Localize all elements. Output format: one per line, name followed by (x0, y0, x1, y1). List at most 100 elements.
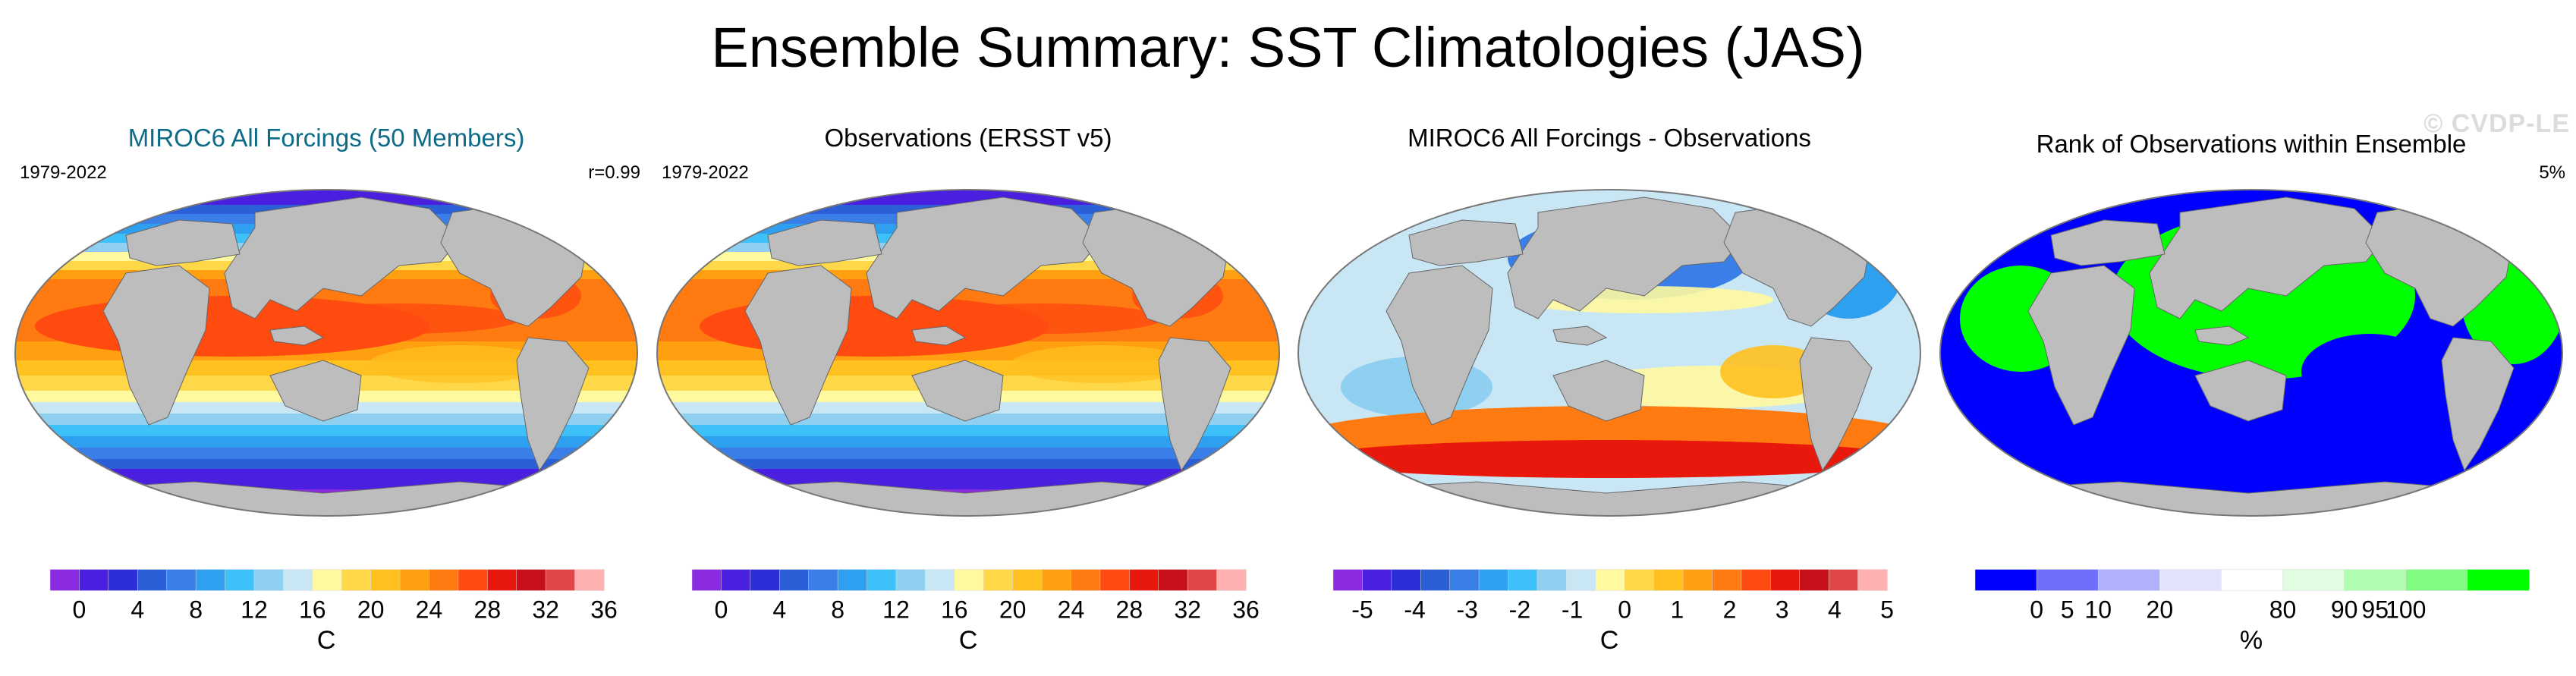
colorbar-swatch (1682, 569, 1713, 591)
colorbar-tick-label: 32 (1174, 596, 1201, 624)
colorbar-swatch (2097, 569, 2161, 591)
colorbar-tick-label: 5 (2061, 596, 2074, 624)
colorbar-tick-label: 8 (189, 596, 203, 624)
panel-period: 1979-2022 (662, 162, 749, 183)
colorbar-tick-label: -1 (1562, 596, 1583, 624)
colorbar-sst-observations: 0 4 8 12 16 20 24 28 32 36 (691, 569, 1260, 624)
colorbar-swatch (1799, 569, 1829, 591)
colorbar-swatch (399, 569, 430, 591)
colorbar-swatch (1012, 569, 1043, 591)
watermark: © CVDP-LE (2423, 109, 2570, 138)
land-asia (866, 197, 1102, 319)
colorbar-tick-label: 12 (882, 596, 910, 624)
strong-warm-southern-ocean (1306, 440, 1913, 478)
colorbar-unit: % (2239, 626, 2263, 655)
land-africa (1386, 265, 1493, 426)
map-sst-observations (656, 189, 1280, 517)
colorbar-tick-label: -4 (1404, 596, 1425, 624)
land-australia (911, 360, 1004, 422)
colorbar-tick-label: 0 (715, 596, 728, 624)
colorbar-swatch (516, 569, 546, 591)
colorbar-tick-label: 4 (131, 596, 144, 624)
sst-band (657, 448, 1279, 460)
map-content (1940, 190, 2562, 516)
warm-pool-east-pacific (920, 303, 1162, 334)
colorbar-tick-label: 24 (416, 596, 443, 624)
figure-title: Ensemble Summary: SST Climatologies (JAS… (711, 16, 1865, 79)
colorbar-swatch (2221, 569, 2284, 591)
land-south-america (2441, 337, 2515, 472)
colorbar-tick-label: -5 (1351, 596, 1373, 624)
colorbar-swatch (1332, 569, 1363, 591)
colorbar-swatch (1741, 569, 1772, 591)
sst-band (15, 459, 637, 470)
map-content (1298, 190, 1920, 516)
colorbar-swatch (195, 569, 226, 591)
land-europe (767, 219, 882, 266)
land-asia (224, 197, 461, 319)
sst-band (15, 425, 637, 437)
colorbar-swatch (867, 569, 897, 591)
land-south-america (516, 337, 590, 472)
colorbar-unit: C (316, 626, 336, 655)
map-outline (14, 189, 638, 517)
colorbar-swatch (487, 569, 517, 591)
land-europe (1408, 219, 1524, 266)
colorbar-swatch (166, 569, 197, 591)
colorbar-swatch (1391, 569, 1422, 591)
colorbar-swatch (2282, 569, 2345, 591)
panel-period: 1979-2022 (20, 162, 107, 183)
colorbar-swatch (2405, 569, 2468, 591)
colorbar-swatch (1449, 569, 1480, 591)
colorbar-swatch (225, 569, 255, 591)
colorbar-swatch (1566, 569, 1596, 591)
panel-model-climatology: MIROC6 All Forcings (50 Members) 1979-20… (5, 114, 648, 671)
map-content (15, 190, 637, 516)
colorbar-swatch (1712, 569, 1742, 591)
colorbar-tick-label: 28 (474, 596, 502, 624)
colorbar-swatch (1770, 569, 1801, 591)
panel-percent: 5% (2539, 162, 2565, 183)
colorbar-swatch (2159, 569, 2222, 591)
sst-band (15, 448, 637, 460)
panel-correlation: r=0.99 (588, 162, 640, 183)
colorbar-swatch (983, 569, 1014, 591)
colorbar-swatch (1828, 569, 1859, 591)
colorbar-swatch (253, 569, 285, 591)
colorbar-swatch (49, 569, 80, 591)
cold-tongue-east-pacific (1011, 345, 1193, 383)
colorbar-swatch (312, 569, 342, 591)
warm-pool-east-pacific (278, 303, 521, 334)
sst-band (15, 478, 637, 490)
land-africa (744, 265, 852, 426)
colorbar-tick-label: 20 (2147, 596, 2174, 624)
colorbar-swatch (1624, 569, 1655, 591)
colorbar-tick-label: 80 (2269, 596, 2297, 624)
map-outline (1297, 189, 1921, 517)
colorbar-swatch (1420, 569, 1451, 591)
colorbar-tick-label: 12 (241, 596, 268, 624)
colorbar-tick-label: 3 (1776, 596, 1789, 624)
sst-band (15, 436, 637, 448)
cold-tongue-east-pacific (369, 345, 551, 383)
colorbar-swatch (750, 569, 781, 591)
land-africa (102, 265, 210, 426)
land-indonesia (1552, 325, 1608, 346)
colorbar-swatch (1508, 569, 1538, 591)
colorbar-tick-label: 20 (999, 596, 1027, 624)
colorbar-swatch (1857, 569, 1888, 591)
colorbar-swatch (1216, 569, 1247, 591)
colorbar-tick-label: 32 (532, 596, 559, 624)
panel-title: MIROC6 All Forcings (50 Members) (127, 124, 525, 152)
sst-band (657, 469, 1279, 479)
colorbar-tick-label: -2 (1509, 596, 1530, 624)
colorbar-swatch (1158, 569, 1188, 591)
colorbar-swatch (1595, 569, 1625, 591)
colorbar-swatch (341, 569, 372, 591)
colorbar-tick-label: -3 (1457, 596, 1478, 624)
colorbar-tick-label: 10 (2084, 596, 2112, 624)
land-south-america (1158, 337, 1231, 472)
colorbar-unit: C (1599, 626, 1619, 655)
colorbar-swatch (458, 569, 489, 591)
colorbar-tick-label: 0 (73, 596, 86, 624)
